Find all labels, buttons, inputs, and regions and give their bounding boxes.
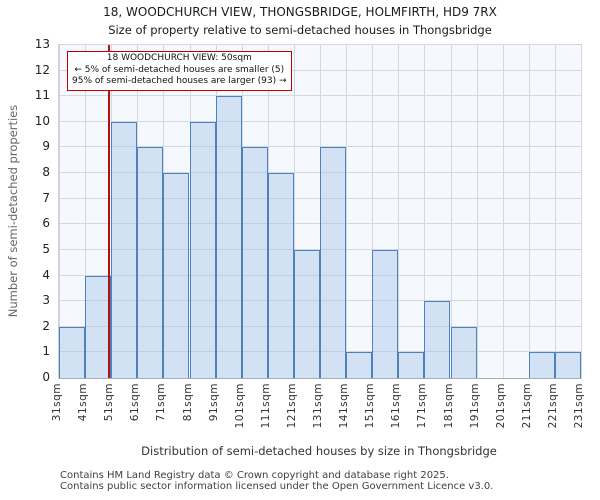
x-tick-label: 61sqm bbox=[129, 383, 142, 422]
y-tick-label: 9 bbox=[42, 139, 50, 154]
y-tick-label: 0 bbox=[42, 370, 50, 384]
chart-subtitle: Size of property relative to semi-detach… bbox=[108, 23, 492, 37]
gridline-vertical bbox=[346, 45, 347, 378]
histogram-bar-161sqm bbox=[398, 352, 425, 378]
annotation-line-3: 95% of semi-detached houses are larger (… bbox=[72, 76, 287, 86]
x-tick-label: 111sqm bbox=[259, 383, 272, 429]
gridline-vertical bbox=[581, 45, 582, 378]
x-tick-label: 201sqm bbox=[494, 383, 507, 429]
y-tick-label: 4 bbox=[42, 267, 50, 282]
attribution-line-1: Contains HM Land Registry data © Crown c… bbox=[60, 470, 449, 481]
x-tick-label: 71sqm bbox=[155, 383, 168, 422]
gridline-vertical bbox=[555, 45, 556, 378]
x-tick-label: 171sqm bbox=[416, 383, 429, 429]
gridline-vertical bbox=[398, 45, 399, 378]
gridline-vertical bbox=[85, 45, 86, 378]
plot-area: 18 WOODCHURCH VIEW: 50sqm ← 5% of semi-d… bbox=[58, 44, 582, 379]
histogram-bar-141sqm bbox=[346, 352, 373, 378]
histogram-bar-31sqm bbox=[59, 326, 86, 378]
histogram-bar-101sqm bbox=[241, 147, 268, 378]
x-tick-label: 121sqm bbox=[285, 383, 298, 429]
x-tick-label: 101sqm bbox=[233, 383, 246, 429]
y-tick-label: 8 bbox=[42, 165, 50, 180]
x-tick-label: 51sqm bbox=[103, 383, 116, 422]
y-tick-label: 10 bbox=[34, 113, 50, 128]
x-tick-label: 91sqm bbox=[207, 383, 220, 422]
histogram-bar-41sqm bbox=[85, 275, 112, 378]
histogram-bar-211sqm bbox=[528, 352, 555, 378]
histogram-bar-151sqm bbox=[372, 249, 399, 378]
y-tick-label: 5 bbox=[42, 241, 50, 256]
x-tick-label: 161sqm bbox=[390, 383, 403, 429]
x-tick-label: 191sqm bbox=[468, 383, 481, 429]
y-tick-label: 11 bbox=[34, 88, 50, 103]
histogram-bar-61sqm bbox=[137, 147, 164, 378]
y-tick-label: 3 bbox=[42, 293, 50, 308]
x-tick-label: 31sqm bbox=[51, 383, 63, 422]
histogram-bar-71sqm bbox=[163, 173, 190, 378]
y-tick-label: 12 bbox=[34, 62, 50, 77]
x-tick-label: 181sqm bbox=[442, 383, 455, 429]
x-axis-title: Distribution of semi-detached houses by … bbox=[141, 444, 497, 458]
x-tick-label: 231sqm bbox=[573, 383, 585, 429]
annotation-line-1: 18 WOODCHURCH VIEW: 50sqm bbox=[106, 53, 252, 63]
x-tick-label: 141sqm bbox=[338, 383, 351, 429]
histogram-bar-51sqm bbox=[111, 121, 138, 378]
histogram-bar-171sqm bbox=[424, 301, 451, 378]
histogram-bar-221sqm bbox=[554, 352, 581, 378]
annotation-box: 18 WOODCHURCH VIEW: 50sqm ← 5% of semi-d… bbox=[67, 51, 292, 91]
property-size-marker-line bbox=[107, 45, 110, 378]
gridline-vertical bbox=[477, 45, 478, 378]
histogram-bar-121sqm bbox=[293, 249, 320, 378]
x-tick-label: 151sqm bbox=[364, 383, 377, 429]
histogram-bar-131sqm bbox=[320, 147, 347, 378]
y-tick-label: 1 bbox=[42, 344, 50, 359]
x-tick-label: 131sqm bbox=[312, 383, 324, 429]
y-tick-label: 2 bbox=[42, 318, 50, 333]
attribution-line-2: Contains public sector information licen… bbox=[60, 481, 494, 492]
gridline-vertical bbox=[59, 45, 60, 378]
gridline-vertical bbox=[503, 45, 504, 378]
gridline-vertical bbox=[529, 45, 530, 378]
chart-title: 18, WOODCHURCH VIEW, THONGSBRIDGE, HOLMF… bbox=[103, 5, 497, 19]
gridline-vertical bbox=[451, 45, 452, 378]
y-tick-label: 6 bbox=[42, 216, 50, 231]
x-tick-label: 81sqm bbox=[181, 383, 194, 422]
gridline-vertical bbox=[372, 45, 373, 378]
x-tick-label: 221sqm bbox=[546, 383, 559, 429]
y-tick-label: 7 bbox=[42, 190, 50, 205]
gridline-horizontal bbox=[59, 44, 581, 45]
histogram-bar-111sqm bbox=[267, 173, 294, 378]
x-tick-label: 211sqm bbox=[520, 383, 533, 429]
gridline-vertical bbox=[424, 45, 425, 378]
y-tick-label: 13 bbox=[34, 37, 50, 51]
histogram-bar-81sqm bbox=[189, 121, 216, 378]
gridline-vertical bbox=[294, 45, 295, 378]
annotation-line-2: ← 5% of semi-detached houses are smaller… bbox=[74, 64, 285, 75]
histogram-bar-91sqm bbox=[215, 96, 242, 378]
histogram-bar-181sqm bbox=[450, 326, 477, 378]
x-tick-label: 41sqm bbox=[77, 383, 90, 422]
